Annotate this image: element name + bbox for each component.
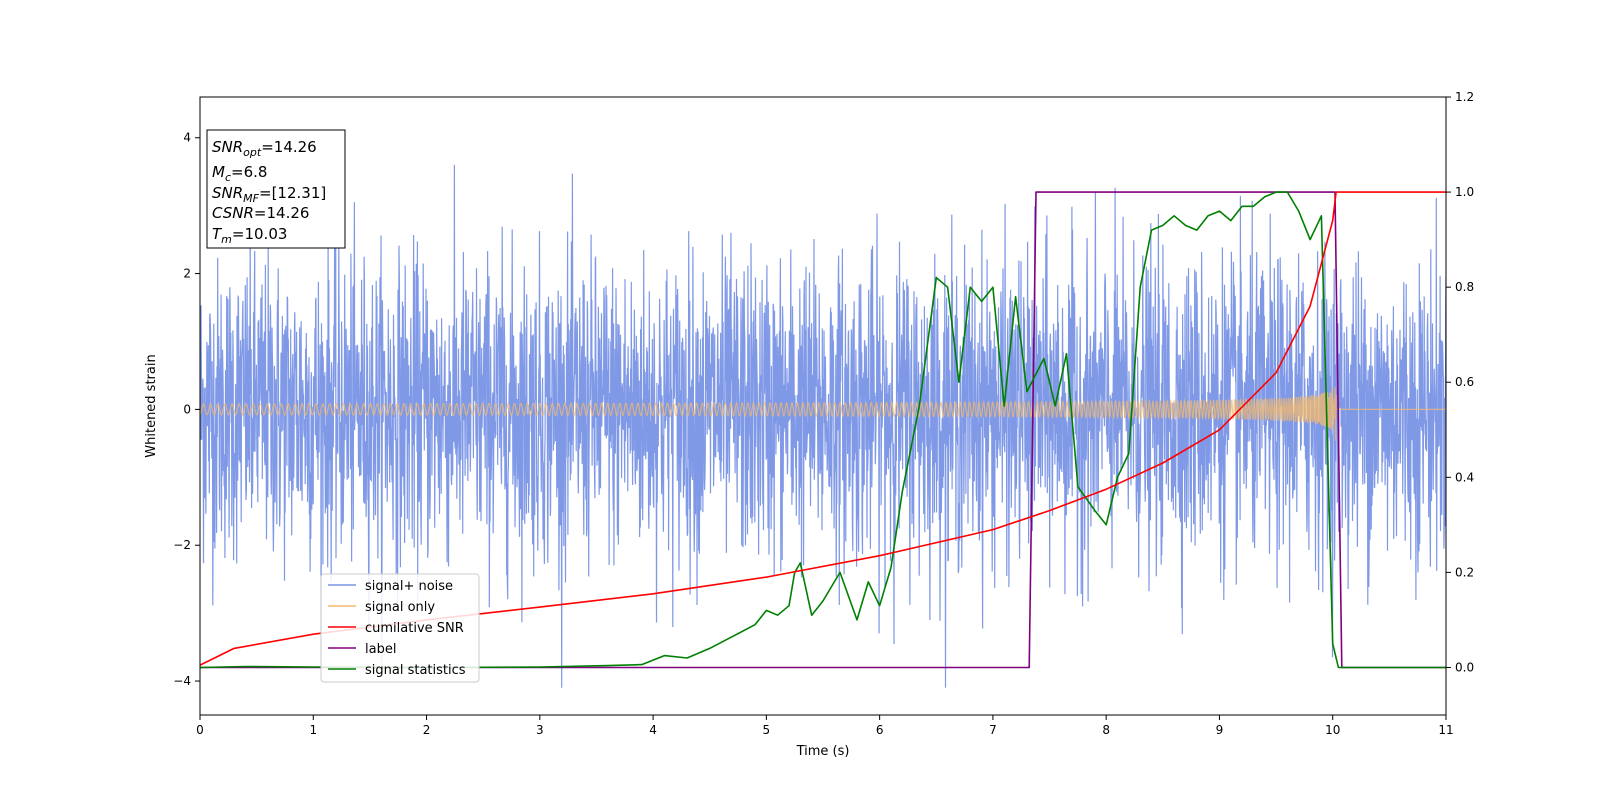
info-mc: Mc=6.8: [212, 163, 267, 184]
x-tick-label: 4: [649, 723, 657, 737]
x-axis-label: Time (s): [796, 744, 850, 759]
x-tick-label: 11: [1438, 723, 1453, 737]
legend-label-label: label: [365, 642, 396, 657]
x-tick-label: 1: [309, 723, 317, 737]
legend-label-signal-only: signal only: [365, 600, 435, 615]
series-signal-statistics: [200, 191, 1446, 669]
x-tick-label: 5: [763, 723, 771, 737]
info-csnr: CSNR=14.26: [212, 204, 309, 222]
legend-label-cumulative-snr: cumilative SNR: [365, 621, 464, 636]
x-tick-label: 0: [196, 723, 204, 737]
y-axis-right: 0.0 0.2 0.4 0.6 0.8 1.0 1.2: [1446, 90, 1474, 674]
y-axis-left: −4 −2 0 2 4: [173, 131, 200, 688]
x-tick-label: 9: [1216, 723, 1224, 737]
y2-tick-label: 0.4: [1455, 470, 1474, 484]
y-tick-label: 0: [183, 402, 191, 416]
legend-label-signal-noise: signal+ noise: [365, 579, 453, 594]
y2-tick-label: 0.2: [1455, 565, 1474, 579]
legend-label-signal-statistics: signal statistics: [365, 663, 466, 678]
info-snr-mf: SNRMF=[12.31]: [212, 184, 326, 205]
y-tick-label: 4: [183, 131, 191, 145]
x-tick-label: 6: [876, 723, 884, 737]
info-box: SNRopt=14.26 Mc=6.8 SNRMF=[12.31] CSNR=1…: [206, 129, 346, 249]
y-tick-label: −2: [173, 538, 191, 552]
series-signal-only: [200, 387, 1446, 441]
y-tick-label: 2: [183, 267, 191, 281]
y2-tick-label: 0.0: [1455, 660, 1474, 674]
y2-tick-label: 0.8: [1455, 280, 1474, 294]
x-tick-label: 7: [989, 723, 997, 737]
series-signal-noise: [200, 164, 1446, 688]
x-tick-label: 10: [1325, 723, 1340, 737]
y2-tick-label: 1.0: [1455, 185, 1474, 199]
y-tick-label: −4: [173, 674, 191, 688]
y2-tick-label: 0.6: [1455, 375, 1474, 389]
x-tick-label: 3: [536, 723, 544, 737]
info-tm: Tm=10.03: [212, 225, 287, 246]
legend: signal+ noise signal only cumilative SNR…: [320, 573, 480, 683]
info-snr-opt: SNRopt=14.26: [212, 138, 317, 159]
x-tick-label: 8: [1102, 723, 1110, 737]
x-tick-label: 2: [423, 723, 431, 737]
y2-tick-label: 1.2: [1455, 90, 1474, 104]
x-axis: 0 1 2 3 4 5 6 7 8 9 10 11: [196, 715, 1454, 737]
y-axis-label: Whitened strain: [144, 354, 159, 457]
plot-frame: [199, 96, 1447, 716]
